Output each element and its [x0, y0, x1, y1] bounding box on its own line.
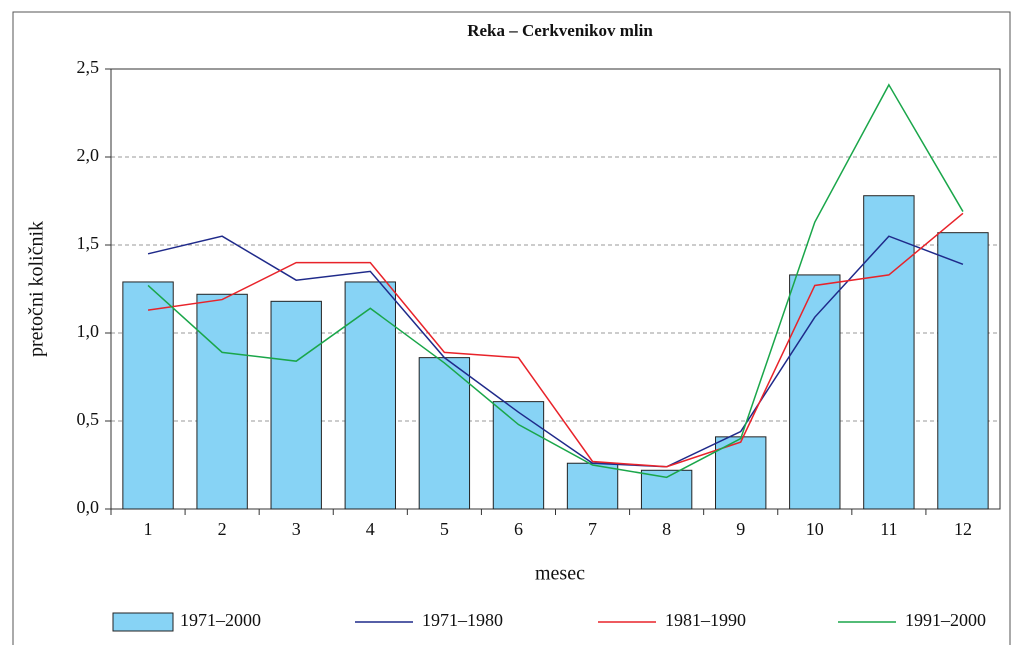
x-tick-label: 3: [292, 519, 301, 539]
x-axis-label: mesec: [535, 563, 585, 585]
bar: [196, 293, 248, 510]
line: [147, 235, 964, 468]
x-tick-label: 6: [514, 519, 523, 539]
x-tick-label: 8: [662, 519, 671, 539]
bar: [937, 232, 989, 510]
y-tick-label: 0,0: [77, 497, 100, 517]
y-tick-label: 0,5: [77, 409, 100, 429]
x-tick-label: 10: [806, 519, 824, 539]
legend-label: 1981–1990: [665, 610, 746, 630]
x-tick-label: 7: [588, 519, 597, 539]
x-tick-label: 9: [736, 519, 745, 539]
chart-title: Reka – Cerkvenikov mlin: [467, 21, 653, 40]
x-tick-label: 4: [366, 519, 375, 539]
x-tick-label: 1: [144, 519, 153, 539]
bar: [863, 195, 915, 510]
x-tick-label: 12: [954, 519, 972, 539]
legend-swatch: [112, 612, 174, 632]
y-axis-label: pretočni količnik: [26, 221, 48, 357]
legend-label: 1971–2000: [180, 610, 261, 630]
y-tick-label: 1,0: [77, 321, 100, 341]
bar: [418, 357, 471, 510]
bar: [270, 300, 322, 510]
bar: [492, 401, 545, 510]
line: [147, 83, 964, 479]
x-tick-label: 11: [880, 519, 897, 539]
legend-label: 1991–2000: [905, 610, 986, 630]
line: [147, 212, 964, 468]
bar: [715, 436, 767, 510]
x-tick-label: 5: [440, 519, 449, 539]
legend-label: 1971–1980: [422, 610, 503, 630]
frame: [12, 11, 1011, 645]
y-tick-label: 1,5: [77, 233, 100, 253]
y-tick-label: 2,0: [77, 145, 100, 165]
bar: [344, 281, 396, 510]
bar: [566, 462, 619, 510]
bar: [789, 274, 841, 510]
x-tick-label: 2: [218, 519, 227, 539]
bar: [640, 469, 693, 510]
y-tick-label: 2,5: [77, 57, 100, 77]
bar: [122, 281, 174, 510]
